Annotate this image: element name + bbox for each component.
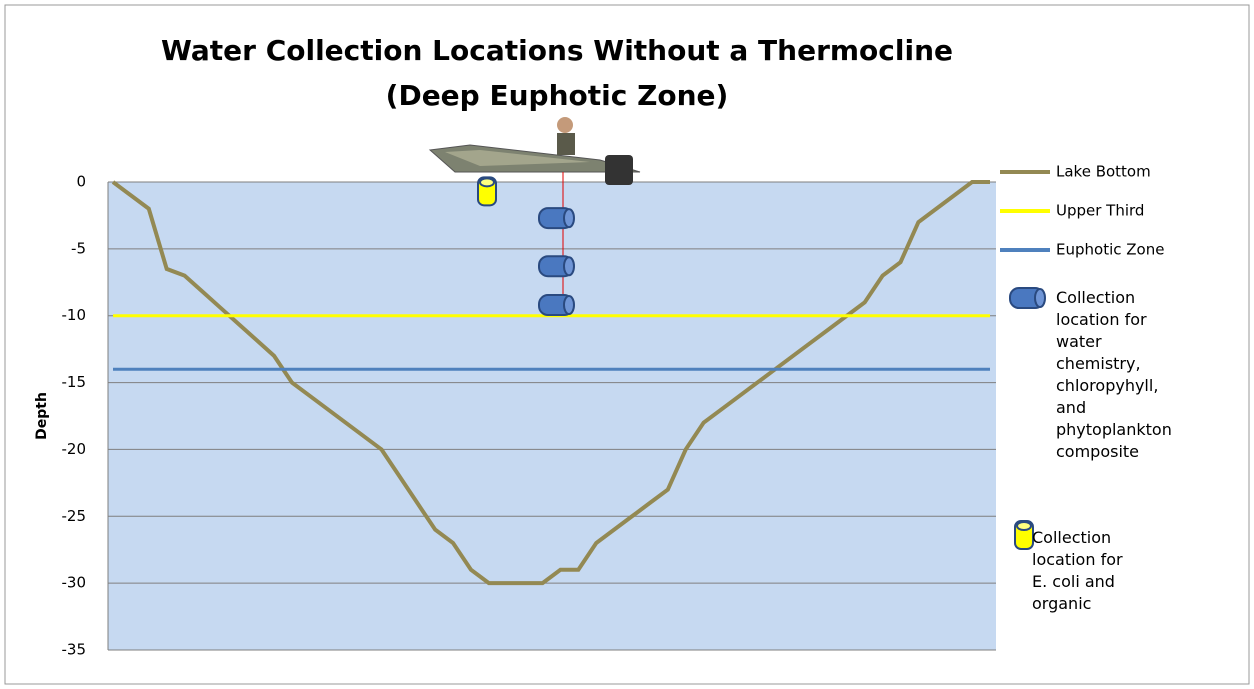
collection-marker xyxy=(539,295,574,315)
y-tick-label: -35 xyxy=(62,641,87,659)
y-tick-label: -5 xyxy=(71,239,86,257)
plot-area xyxy=(108,182,996,650)
legend-label: Euphotic Zone xyxy=(1056,241,1164,259)
cylinder-end xyxy=(564,209,574,227)
y-axis-label: Depth xyxy=(34,392,50,440)
motor xyxy=(605,155,633,185)
cylinder-end xyxy=(564,257,574,275)
y-tick-label: -25 xyxy=(62,507,87,525)
legend-label: Collection location for E. coli and orga… xyxy=(1032,527,1142,615)
cylinder-end xyxy=(564,296,574,314)
y-tick-label: -10 xyxy=(62,306,87,324)
collection-marker xyxy=(539,256,574,276)
legend-swatch xyxy=(1015,521,1033,549)
legend-swatch xyxy=(1010,288,1045,308)
chart-title: (Deep Euphotic Zone) xyxy=(386,79,729,112)
collection-marker xyxy=(478,177,496,205)
legend-label: Collection location for water chemistry,… xyxy=(1056,287,1176,463)
legend-label: Lake Bottom xyxy=(1056,163,1151,181)
collection-marker xyxy=(539,208,574,228)
can-top xyxy=(480,178,494,186)
legend-label: Upper Third xyxy=(1056,202,1144,220)
page: Water Collection Locations Without a The… xyxy=(0,0,1254,689)
chart-title: Water Collection Locations Without a The… xyxy=(161,34,953,67)
cylinder-end xyxy=(1035,289,1045,307)
person-body xyxy=(557,133,575,155)
y-tick-label: -15 xyxy=(62,373,87,391)
y-tick-label: -30 xyxy=(62,574,87,592)
person-head xyxy=(557,117,573,133)
y-tick-label: -20 xyxy=(62,440,87,458)
y-tick-label: 0 xyxy=(76,173,86,191)
can-top xyxy=(1017,522,1031,530)
